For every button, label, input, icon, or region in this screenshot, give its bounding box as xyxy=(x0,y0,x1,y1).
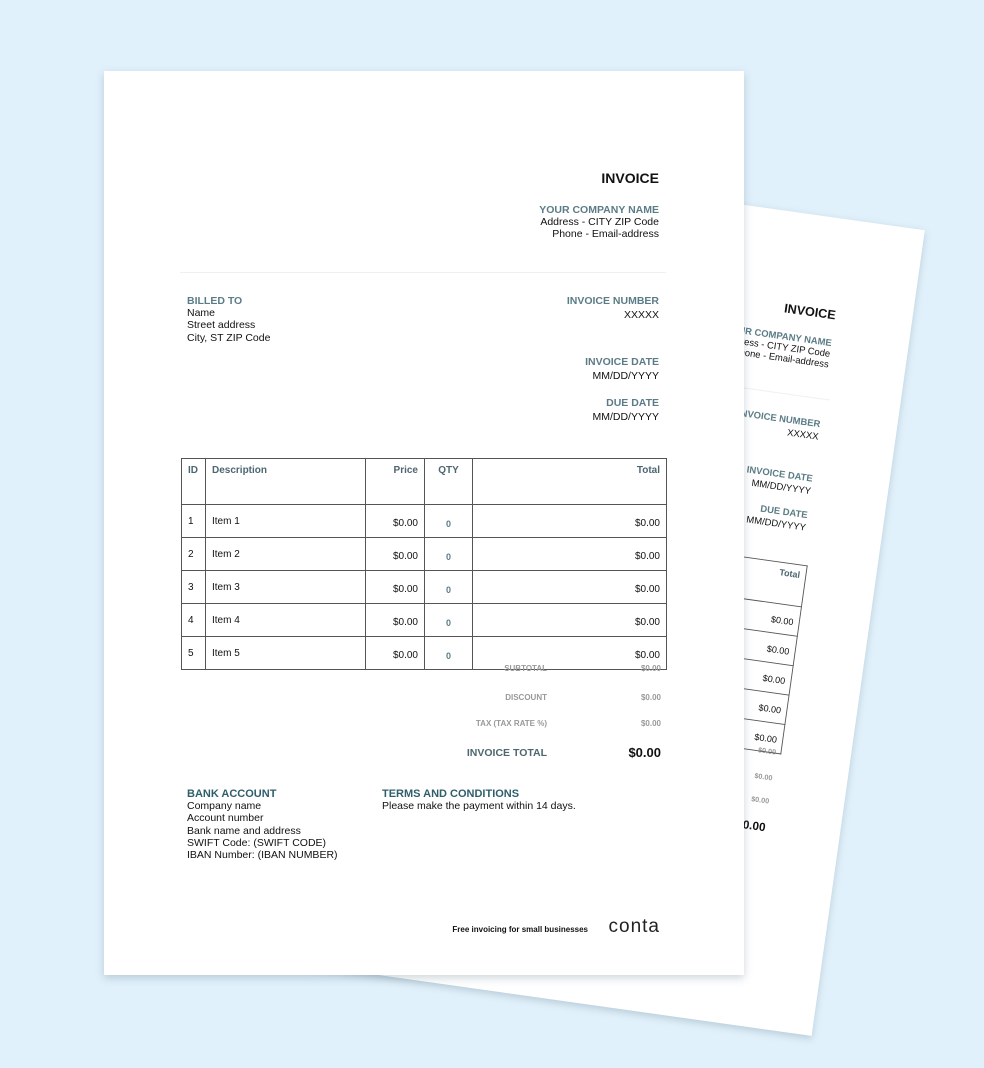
cell-total: $0.00 xyxy=(472,603,667,637)
terms-label: TERMS AND CONDITIONS xyxy=(382,788,520,800)
discount-value: $0.00 xyxy=(753,771,773,783)
header-price: Price xyxy=(365,458,425,505)
due-date: DUE DATE MM/DD/YYYY xyxy=(592,397,659,423)
company-contact: Phone - Email-address xyxy=(552,228,659,241)
cell-total: $0.00 xyxy=(472,636,667,670)
terms: TERMS AND CONDITIONS Please make the pay… xyxy=(382,788,576,812)
header-description: Description xyxy=(205,458,366,505)
cell-qty: 0 xyxy=(424,570,473,604)
invoice-total-value: $0.00 xyxy=(628,745,661,760)
bank-account: BANK ACCOUNT Company name Account number… xyxy=(187,788,338,861)
table-header: ID Description Price QTY Total xyxy=(181,458,667,505)
cell-total: $0.00 xyxy=(472,504,667,538)
invoice-number-label: INVOICE NUMBER xyxy=(566,295,659,307)
cell-description: Item 5 xyxy=(205,636,366,670)
cell-description: Item 2 xyxy=(205,537,366,571)
subtotal-value: $0.00 xyxy=(640,664,661,673)
billed-city: City, ST ZIP Code xyxy=(187,331,271,344)
billed-to: BILLED TO Name Street address City, ST Z… xyxy=(187,295,270,344)
tax-value: $0.00 xyxy=(640,719,661,728)
due-date: DUE DATE MM/DD/YYYY xyxy=(746,502,809,534)
cell-id: 4 xyxy=(181,603,206,637)
cell-id: 5 xyxy=(181,636,206,670)
invoice-date-value: MM/DD/YYYY xyxy=(592,370,659,382)
invoice-date: INVOICE DATE MM/DD/YYYY xyxy=(744,464,813,497)
company-block: YOUR COMPANY NAME Address - CITY ZIP Cod… xyxy=(539,204,659,241)
cell-description: Item 3 xyxy=(205,570,366,604)
header-id: ID xyxy=(181,458,206,505)
divider xyxy=(180,272,666,273)
bank-name-address: Bank name and address xyxy=(187,824,301,837)
cell-description: Item 4 xyxy=(205,603,366,637)
bank-iban: IBAN Number: (IBAN NUMBER) xyxy=(187,849,338,862)
cell-price: $0.00 xyxy=(365,504,425,538)
cell-description: Item 1 xyxy=(205,504,366,538)
table-row: 3 Item 3 $0.00 0 $0.00 xyxy=(181,570,667,604)
billed-street: Street address xyxy=(187,319,256,332)
discount-value: $0.00 xyxy=(640,693,661,702)
invoice-number: INVOICE NUMBER XXXXX xyxy=(736,408,821,443)
cell-total: $0.00 xyxy=(472,537,667,571)
invoice-title: INVOICE xyxy=(601,170,659,186)
invoice-total-label: INVOICE TOTAL xyxy=(466,747,547,759)
discount-label: DISCOUNT xyxy=(505,693,547,702)
due-date-value: MM/DD/YYYY xyxy=(592,411,659,423)
billed-name: Name xyxy=(187,307,216,319)
company-name: YOUR COMPANY NAME xyxy=(539,204,659,216)
cell-qty: 0 xyxy=(424,504,473,538)
cell-price: $0.00 xyxy=(365,603,425,637)
cell-qty: 0 xyxy=(424,537,473,571)
billed-to-label: BILLED TO xyxy=(187,295,243,307)
header-qty: QTY xyxy=(424,458,473,505)
company-address: Address - CITY ZIP Code xyxy=(540,216,659,228)
bank-account-number: Account number xyxy=(187,812,264,825)
table-row: 2 Item 2 $0.00 0 $0.00 xyxy=(181,537,667,571)
cell-total: $0.00 xyxy=(472,570,667,604)
items-table: ID Description Price QTY Total 1 Item 1 $0… xyxy=(181,458,667,670)
bank-company: Company name xyxy=(187,800,262,812)
conta-logo: conta xyxy=(608,916,660,937)
cell-id: 3 xyxy=(181,570,206,604)
bank-label: BANK ACCOUNT xyxy=(187,788,277,800)
invoice-number-value: XXXXX xyxy=(623,309,659,321)
tax-value: $0.00 xyxy=(750,794,770,806)
cell-price: $0.00 xyxy=(365,537,425,571)
footer-tagline: Free invoicing for small businesses xyxy=(452,925,588,934)
cell-qty: 0 xyxy=(424,636,473,670)
invoice-title: INVOICE xyxy=(783,300,837,323)
cell-id: 2 xyxy=(181,537,206,571)
bank-swift: SWIFT Code: (SWIFT CODE) xyxy=(187,836,327,849)
cell-price: $0.00 xyxy=(365,570,425,604)
tax-label: TAX (TAX RATE %) xyxy=(475,719,547,728)
due-date-label: DUE DATE xyxy=(606,397,659,409)
invoice-date: INVOICE DATE MM/DD/YYYY xyxy=(585,356,659,382)
table-row: 5 Item 5 $0.00 0 $0.00 xyxy=(181,636,667,670)
invoice-date-label: INVOICE DATE xyxy=(585,356,659,368)
subtotal-label: SUBTOTAL xyxy=(504,664,547,673)
table-row: 4 Item 4 $0.00 0 $0.00 xyxy=(181,603,667,637)
invoice-number: INVOICE NUMBER XXXXX xyxy=(567,295,659,321)
header-total: Total xyxy=(472,458,667,505)
table-row: 1 Item 1 $0.00 0 $0.00 xyxy=(181,504,667,538)
cell-id: 1 xyxy=(181,504,206,538)
cell-price: $0.00 xyxy=(365,636,425,670)
terms-text: Please make the payment within 14 days. xyxy=(382,800,576,812)
cell-qty: 0 xyxy=(424,603,473,637)
invoice-page-front: INVOICE YOUR COMPANY NAME Address - CITY… xyxy=(104,71,744,975)
